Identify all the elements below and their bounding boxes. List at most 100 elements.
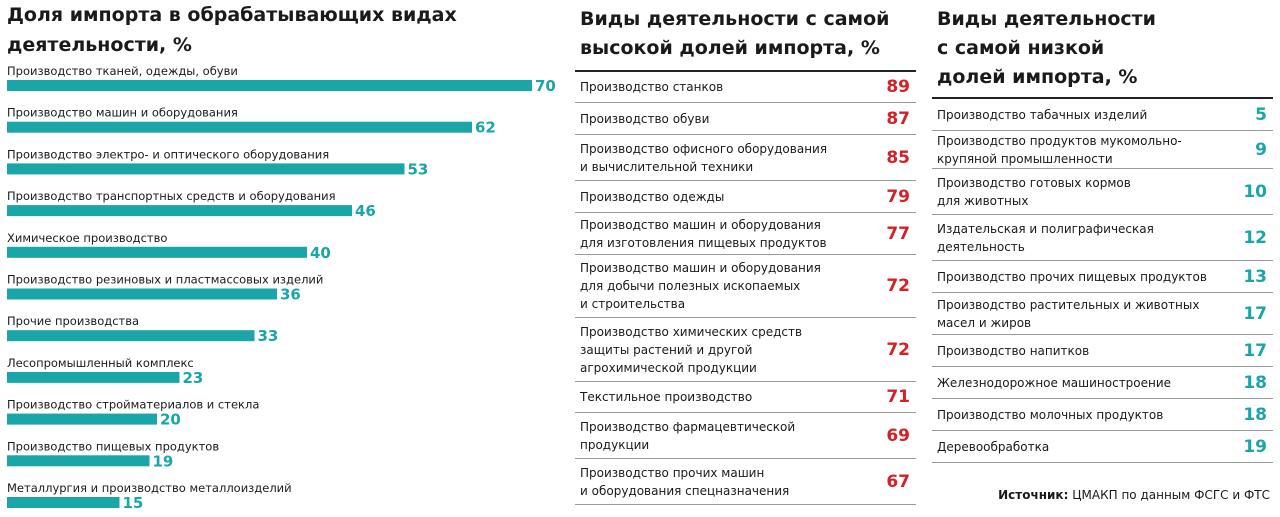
row-value: 85 [886, 147, 910, 168]
bar-category-label: Производство резиновых и пластмассовых и… [7, 273, 323, 287]
source-text: ЦМАКП по данным ФСГС и ФТС [1072, 488, 1270, 502]
row-label: Производство офисного оборудования и выч… [580, 141, 828, 174]
bar [7, 121, 472, 133]
table-row: Железнодорожное машиностроение 18 [932, 367, 1273, 399]
row-label: Производство прочих машин и оборудования… [580, 465, 790, 498]
bar [7, 371, 180, 383]
bar-category-label: Производство машин и оборудования [7, 106, 238, 120]
chart-title-line-1: Доля импорта в обрабатывающих видах [7, 4, 457, 26]
table-row: Производство молочных продуктов 18 [932, 399, 1273, 431]
table-row: Производство офисного оборудования и выч… [575, 135, 916, 181]
bar-value-label: 36 [280, 286, 301, 304]
high-import-table-title: Виды деятельности с самой высокой долей … [580, 5, 889, 63]
row-value: 79 [886, 186, 910, 207]
low-import-table-title: Виды деятельности с самой низкой долей и… [937, 5, 1156, 92]
table-row: Производство химических средств защиты р… [575, 318, 916, 382]
row-label: Текстильное производство [580, 390, 753, 404]
row-value: 72 [886, 276, 910, 296]
low-import-table: Производство табачных изделий 5 Производст… [932, 97, 1273, 463]
row-label: Производство обуви [580, 111, 710, 126]
low-title-line-3: долей импорта, % [937, 66, 1138, 88]
source-label: Источник: [998, 488, 1069, 502]
bar [7, 288, 277, 300]
bar-category-label: Производство транспортных средств и обор… [7, 189, 336, 203]
row-value: 9 [1255, 139, 1267, 160]
table-row: Производство табачных изделий 5 [932, 99, 1273, 131]
row-label: Производство растительных и животных мас… [937, 297, 1200, 330]
row-value: 67 [886, 471, 910, 492]
bar-value-label: 46 [355, 202, 376, 220]
bar-category-label: Производство тканей, одежды, обуви [7, 64, 238, 78]
row-value: 18 [1243, 404, 1267, 425]
bar-category-label: Производство пищевых продуктов [7, 439, 219, 453]
row-label: Железнодорожное машиностроение [937, 375, 1172, 390]
bar [7, 205, 352, 217]
bar-category-label: Производство стройматериалов и стекла [7, 398, 259, 412]
bar [7, 413, 157, 425]
row-label: Производство прочих пищевых продуктов [937, 269, 1207, 284]
row-value: 69 [886, 425, 910, 446]
low-title-line-1: Виды деятельности [937, 8, 1156, 30]
bar [7, 455, 150, 467]
row-value: 89 [886, 77, 910, 97]
bar-category-label: Лесопромышленный комплекс [7, 356, 194, 370]
bar [7, 163, 405, 175]
row-value: 87 [886, 108, 910, 129]
row-label: Производство станков [580, 80, 724, 94]
row-label: Производство фармацевтической продукции [580, 419, 796, 452]
row-label: Издательская и полиграфическая деятельно… [937, 221, 1154, 254]
row-label: Производство машин и оборудования для до… [580, 261, 821, 311]
table-row: Издательская и полиграфическая деятельно… [932, 215, 1273, 261]
row-label: Производство машин и оборудования для из… [580, 217, 827, 250]
row-value: 17 [1243, 303, 1267, 324]
row-label: Производство продуктов мукомольно- крупя… [937, 133, 1182, 166]
bar-category-label: Производство электро- и оптического обор… [7, 147, 329, 161]
row-label: Производство напитков [937, 343, 1090, 358]
row-value: 77 [886, 223, 910, 244]
bar-value-label: 33 [258, 327, 279, 345]
source-note: Источник: ЦМАКП по данным ФСГС и ФТС [998, 488, 1270, 502]
row-label: Производство химических средств защиты р… [580, 324, 803, 375]
table-row: Производство напитков 17 [932, 335, 1273, 367]
row-value: 17 [1243, 340, 1267, 361]
table-row: Производство станков 89 [575, 72, 916, 103]
table-row: Производство растительных и животных мас… [932, 293, 1273, 335]
table-row: Производство машин и оборудования для из… [575, 213, 916, 255]
row-label: Производство табачных изделий [937, 107, 1148, 122]
high-import-table: Производство станков 89 Производство обуви… [575, 70, 916, 505]
table-row: Производство фармацевтической продукции 6… [575, 413, 916, 459]
row-value: 19 [1243, 436, 1267, 457]
row-label: Деревообработка [937, 439, 1050, 454]
high-title-line-2: высокой долей импорта, % [580, 37, 880, 59]
row-value: 72 [886, 339, 910, 360]
bar-category-label: Прочие производства [7, 314, 139, 328]
table-row: Производство обуви 87 [575, 103, 916, 135]
bar-value-label: 20 [160, 411, 181, 429]
bar [7, 497, 120, 508]
table-row: Производство одежды 79 [575, 181, 916, 213]
row-value: 5 [1255, 104, 1267, 125]
row-value: 18 [1243, 372, 1267, 393]
table-row: Производство прочих пищевых продуктов 13 [932, 261, 1273, 293]
table-row: Производство продуктов мукомольно- крупя… [932, 131, 1273, 169]
bar-category-label: Металлургия и производство металлоиздели… [7, 481, 292, 495]
bar-value-label: 40 [310, 244, 331, 262]
chart-title-line-2: деятельности, % [7, 34, 192, 56]
table-row: Текстильное производство 71 [575, 382, 916, 413]
bar [7, 246, 307, 258]
import-share-bar-chart: Производство тканей, одежды, обуви 70 Прои… [7, 64, 556, 512]
row-value: 71 [886, 387, 910, 407]
bar-value-label: 23 [183, 369, 204, 387]
row-value: 13 [1243, 266, 1267, 287]
high-title-line-1: Виды деятельности с самой [580, 8, 890, 30]
bar-category-label: Химическое производство [7, 231, 167, 245]
row-value: 12 [1243, 227, 1267, 248]
bar-value-label: 53 [408, 160, 429, 178]
bar [7, 330, 255, 342]
bar-value-label: 15 [123, 494, 144, 512]
bar-value-label: 70 [535, 77, 556, 95]
low-title-line-2: с самой низкой [937, 37, 1105, 59]
chart-title: Доля импорта в обрабатывающих видах деят… [7, 0, 457, 60]
table-row: Производство машин и оборудования для до… [575, 255, 916, 318]
row-label: Производство готовых кормов для животных [937, 175, 1131, 208]
